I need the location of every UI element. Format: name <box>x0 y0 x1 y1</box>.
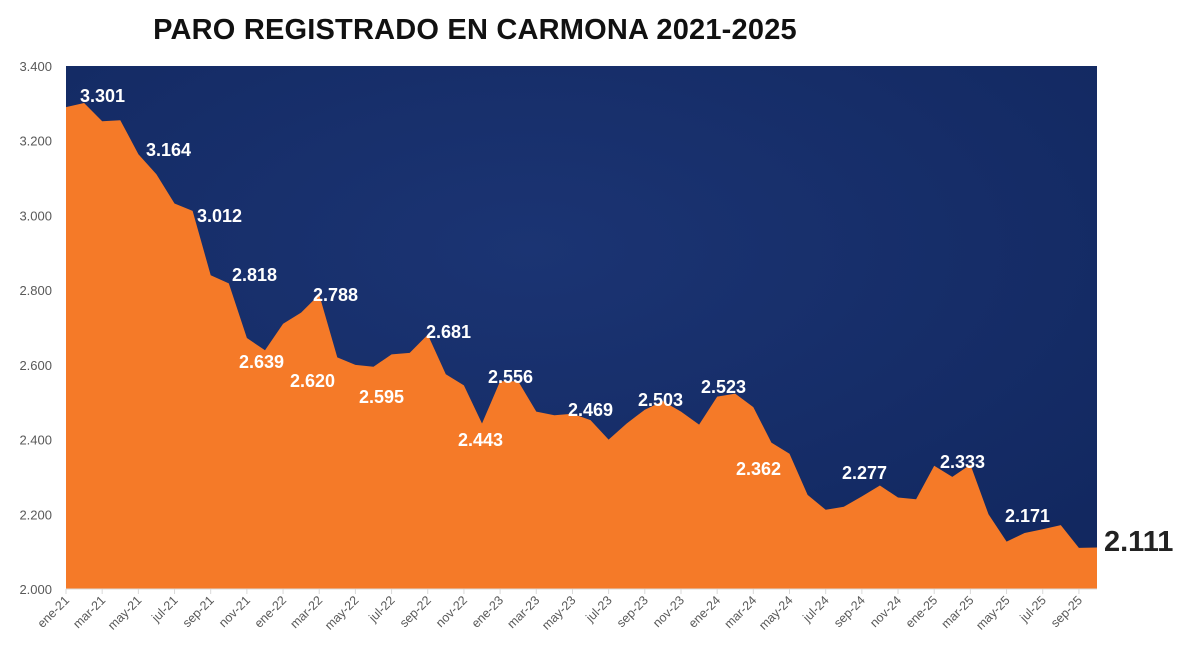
data-label: 2.523 <box>701 377 746 397</box>
data-label: 2.595 <box>359 387 404 407</box>
x-tick-label: sep-22 <box>397 593 434 630</box>
last-value-label: 2.111 <box>1104 526 1174 558</box>
y-tick-label: 2.400 <box>19 433 52 448</box>
x-tick-label: jul-21 <box>148 593 180 625</box>
y-tick-label: 2.600 <box>19 358 52 373</box>
y-tick-label: 3.000 <box>19 208 52 223</box>
x-tick-label: ene-25 <box>903 593 940 630</box>
data-label: 2.681 <box>426 322 471 342</box>
data-label: 2.443 <box>458 430 503 450</box>
x-tick-label: mar-21 <box>70 593 108 631</box>
data-label: 2.620 <box>290 371 335 391</box>
y-tick-label: 3.200 <box>19 134 52 149</box>
x-tick-label: jul-25 <box>1017 593 1049 625</box>
data-label: 3.301 <box>80 86 125 106</box>
x-tick-label: ene-23 <box>469 593 506 630</box>
y-tick-label: 3.400 <box>19 59 52 74</box>
x-tick-label: mar-23 <box>505 593 543 631</box>
x-tick-label: jul-24 <box>800 593 832 625</box>
x-tick-label: nov-24 <box>867 593 904 630</box>
data-label: 2.469 <box>568 400 613 420</box>
x-tick-label: nov-22 <box>433 593 470 630</box>
data-label: 2.556 <box>488 367 533 387</box>
x-tick-label: mar-22 <box>287 593 325 631</box>
data-label: 2.639 <box>239 352 284 372</box>
x-tick-label: ene-22 <box>252 593 289 630</box>
y-tick-label: 2.200 <box>19 507 52 522</box>
x-tick-label: nov-21 <box>216 593 253 630</box>
x-tick-label: ene-21 <box>35 593 72 630</box>
data-labels: 3.301 3.164 3.012 2.818 2.639 2.788 2.620 2.595… <box>80 86 1050 526</box>
data-label: 3.012 <box>197 206 242 226</box>
x-tick-label: sep-24 <box>831 593 868 630</box>
data-label: 2.333 <box>940 452 985 472</box>
data-label: 2.503 <box>638 390 683 410</box>
data-label: 2.277 <box>842 463 887 483</box>
x-tick-label: may-22 <box>322 593 361 632</box>
x-tick-label: may-24 <box>756 593 795 632</box>
data-label: 2.788 <box>313 285 358 305</box>
y-tick-label: 2.800 <box>19 283 52 298</box>
y-tick-label: 2.000 <box>19 582 52 597</box>
x-tick-label: may-23 <box>539 593 578 632</box>
x-tick-label: ene-24 <box>686 593 723 630</box>
x-tick-label: nov-23 <box>650 593 687 630</box>
x-tick-label: sep-21 <box>180 593 217 630</box>
x-tick-label: may-25 <box>973 593 1012 632</box>
x-tick-label: sep-25 <box>1048 593 1085 630</box>
x-tick-label: sep-23 <box>614 593 651 630</box>
area-series-paro <box>66 103 1097 589</box>
x-tick-label: may-21 <box>105 593 144 632</box>
x-tick-label: jul-22 <box>365 593 397 625</box>
y-axis-ticks: 2.000 2.200 2.400 2.600 2.800 3.000 3.200 3.400 <box>19 59 52 597</box>
data-label: 2.818 <box>232 265 277 285</box>
data-label: 2.362 <box>736 459 781 479</box>
x-tick-label: jul-23 <box>583 593 615 625</box>
data-label: 2.171 <box>1005 506 1050 526</box>
chart-title: PARO REGISTRADO EN CARMONA 2021-2025 <box>153 14 797 46</box>
x-tick-label: mar-24 <box>722 593 760 631</box>
x-tick-label: mar-25 <box>939 593 977 631</box>
data-label: 3.164 <box>146 140 191 160</box>
